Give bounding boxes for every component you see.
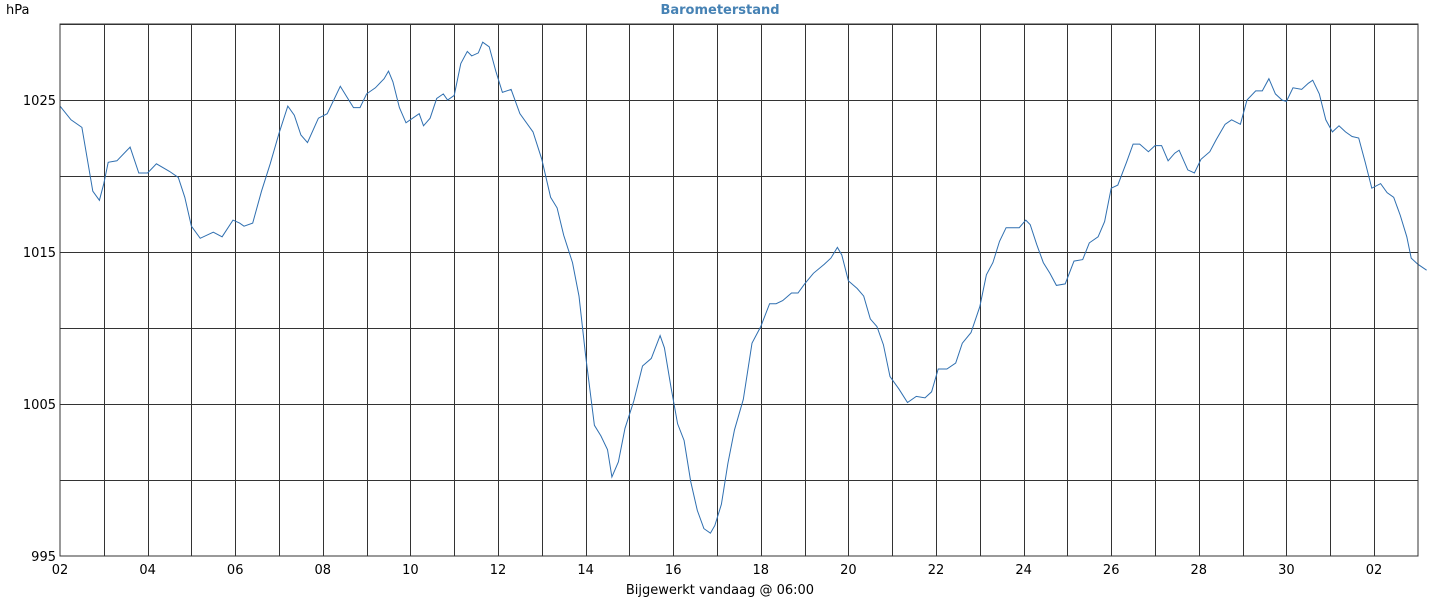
- x-tick-label: 30: [1278, 563, 1295, 578]
- x-axis-label: Bijgewerkt vandaag @ 06:00: [626, 583, 814, 598]
- x-tick-label: 26: [1103, 563, 1120, 578]
- pressure-series-line: [59, 41, 1427, 534]
- x-tick-label: 02: [1366, 563, 1383, 578]
- x-tick-label: 04: [139, 563, 156, 578]
- x-tick-label: 14: [577, 563, 594, 578]
- x-tick-label: 02: [52, 563, 69, 578]
- chart-title: Barometerstand: [660, 3, 779, 18]
- x-tick-label: 12: [490, 563, 507, 578]
- x-tick-label: 22: [928, 563, 945, 578]
- plot-frame: [59, 23, 1419, 557]
- y-unit-label: hPa: [6, 3, 29, 18]
- x-tick-label: 20: [840, 563, 857, 578]
- x-tick-label: 16: [665, 563, 682, 578]
- x-tick-label: 24: [1015, 563, 1032, 578]
- x-tick-label: 08: [315, 563, 332, 578]
- y-tick-label: 1005: [23, 398, 56, 413]
- y-tick-label: 1025: [23, 94, 56, 109]
- y-tick-labels: 995 1005 1015 1025: [23, 94, 56, 565]
- vertical-gridlines: [104, 24, 1375, 556]
- x-tick-label: 18: [753, 563, 770, 578]
- y-tick-label: 995: [31, 550, 56, 565]
- x-tick-label: 28: [1191, 563, 1208, 578]
- y-tick-label: 1015: [23, 246, 56, 261]
- x-tick-label: 06: [227, 563, 244, 578]
- x-tick-labels: 02 04 06 08 10 12 14 16 18 20 22 24 26 28 30 02: [52, 563, 1383, 578]
- x-tick-label: 10: [402, 563, 419, 578]
- horizontal-gridlines: [60, 24, 1418, 481]
